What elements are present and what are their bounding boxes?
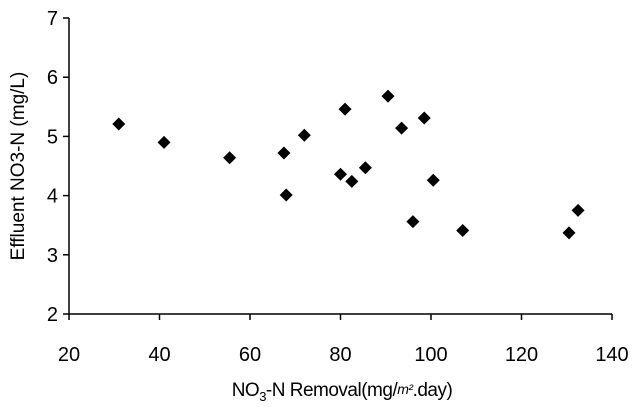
x-axis-title-mid: -N Removal(mg/ bbox=[266, 380, 399, 401]
y-tick-label: 3 bbox=[47, 245, 58, 267]
y-tick-label: 2 bbox=[47, 304, 58, 326]
x-axis-title-prefix: NO bbox=[232, 380, 260, 401]
x-tick-group: 20 40 60 80 100 120 140 bbox=[58, 314, 629, 366]
data-point-5 bbox=[279, 188, 293, 202]
data-point-14 bbox=[417, 111, 431, 125]
x-tick-label: 60 bbox=[239, 344, 261, 366]
y-tick-label: 7 bbox=[47, 8, 58, 30]
data-point-8 bbox=[338, 102, 352, 116]
x-axis-title: NO3-N Removal(mg/m².day) bbox=[232, 380, 453, 404]
y-tick-label: 5 bbox=[47, 126, 58, 148]
x-tick-label: 120 bbox=[505, 344, 538, 366]
data-points bbox=[112, 89, 585, 240]
x-axis-title-unit: m² bbox=[397, 381, 414, 397]
data-point-2 bbox=[157, 135, 171, 149]
x-tick-label: 20 bbox=[58, 344, 80, 366]
data-point-1 bbox=[112, 117, 126, 131]
data-point-6 bbox=[297, 128, 311, 142]
data-point-15 bbox=[426, 173, 440, 187]
x-axis-title-subscript: 3 bbox=[259, 389, 266, 404]
data-point-12 bbox=[395, 121, 409, 135]
y-tick-group: 2 3 4 5 6 7 bbox=[47, 8, 69, 326]
data-point-4 bbox=[277, 146, 291, 160]
data-point-7 bbox=[334, 167, 347, 181]
data-point-3 bbox=[223, 151, 237, 165]
data-point-16 bbox=[456, 224, 470, 238]
data-point-11 bbox=[381, 89, 395, 103]
data-point-10 bbox=[358, 161, 372, 175]
data-point-13 bbox=[406, 215, 420, 229]
x-tick-label: 100 bbox=[414, 344, 447, 366]
data-point-17 bbox=[562, 226, 576, 240]
x-tick-label: 40 bbox=[148, 344, 170, 366]
x-tick-label: 140 bbox=[595, 344, 628, 366]
y-axis-title: Effluent NO3-N (mg/L) bbox=[8, 72, 29, 261]
data-point-18 bbox=[571, 203, 585, 217]
data-point-9 bbox=[345, 174, 359, 188]
x-tick-label: 80 bbox=[329, 344, 351, 366]
y-tick-label: 4 bbox=[47, 186, 58, 208]
x-axis-title-end: .day) bbox=[413, 380, 453, 401]
y-tick-label: 6 bbox=[47, 67, 58, 89]
